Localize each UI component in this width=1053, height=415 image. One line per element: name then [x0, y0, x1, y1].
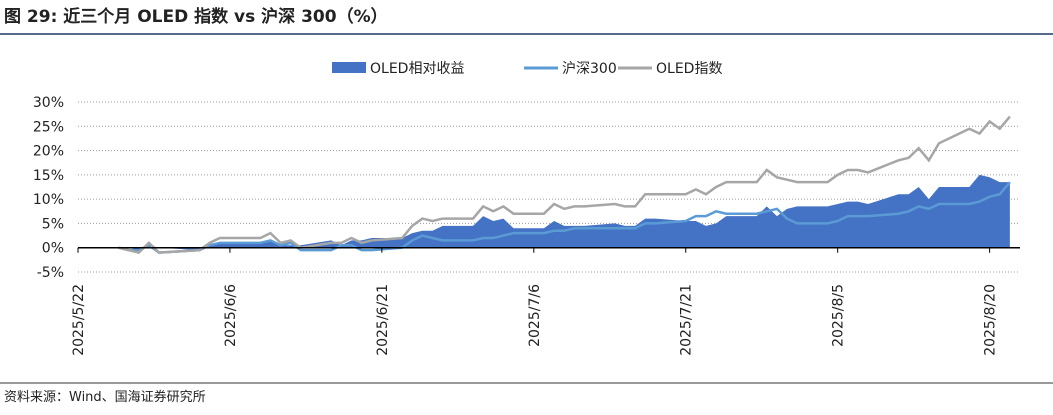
- area: [118, 174, 1010, 251]
- legend-swatch: [332, 62, 366, 73]
- source-note: 资料来源：Wind、国海证券研究所: [4, 389, 206, 405]
- y-tick-label: 25%: [33, 119, 64, 135]
- legend-label: OLED指数: [656, 61, 722, 77]
- y-tick-label: 0%: [42, 241, 64, 257]
- x-tick-label: 2025/6/6: [223, 284, 239, 347]
- x-tick-label: 2025/7/6: [527, 284, 543, 347]
- y-tick-label: 10%: [33, 192, 64, 208]
- y-tick-label: 30%: [33, 95, 64, 111]
- line: [118, 115, 1011, 254]
- x-tick-label: 2025/6/21: [375, 284, 391, 356]
- x-tick-label: 2025/7/21: [679, 284, 695, 356]
- x-tick-label: 2025/5/22: [71, 284, 87, 356]
- y-tick-label: -5%: [37, 265, 64, 281]
- x-tick-label: 2025/8/20: [983, 284, 999, 356]
- x-tick-label: 2025/8/5: [831, 284, 847, 347]
- y-tick-label: 15%: [33, 168, 64, 184]
- chart-title: 图 29: 近三个月 OLED 指数 vs 沪深 300（%）: [4, 6, 388, 27]
- y-tick-label: 5%: [42, 216, 64, 232]
- y-tick-label: 20%: [33, 144, 64, 160]
- legend-label: 沪深300: [562, 61, 617, 77]
- legend-label: OLED相对收益: [370, 61, 464, 77]
- line: [118, 181, 1011, 254]
